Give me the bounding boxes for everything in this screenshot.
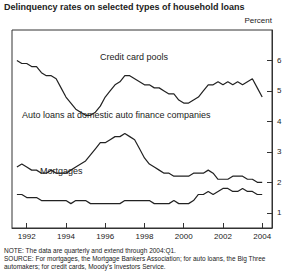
svg-text:2000: 2000 xyxy=(175,232,193,241)
svg-text:Mortgages: Mortgages xyxy=(40,165,83,176)
svg-text:1992: 1992 xyxy=(18,232,36,241)
svg-text:1998: 1998 xyxy=(136,232,154,241)
svg-text:Percent: Percent xyxy=(244,16,272,25)
svg-text:Credit card pools: Credit card pools xyxy=(100,52,169,62)
svg-text:5: 5 xyxy=(277,86,282,95)
svg-text:2002: 2002 xyxy=(214,232,232,241)
svg-text:2004: 2004 xyxy=(253,232,271,241)
svg-text:1996: 1996 xyxy=(96,232,114,241)
svg-text:6: 6 xyxy=(277,56,282,65)
svg-text:automakers; for credit cards,: automakers; for credit cards, Moody's In… xyxy=(4,263,166,271)
svg-text:Auto loans at domestic auto fi: Auto loans at domestic auto finance comp… xyxy=(22,110,211,120)
svg-text:NOTE: The data are quarterly a: NOTE: The data are quarterly and extend … xyxy=(4,247,176,255)
svg-text:Delinquency rates on selected: Delinquency rates on selected types of h… xyxy=(4,2,245,12)
svg-text:1: 1 xyxy=(277,208,282,217)
svg-text:2: 2 xyxy=(277,178,282,187)
svg-text:SOURCE: For mortgages, the Mor: SOURCE: For mortgages, the Mortgage Bank… xyxy=(4,255,267,263)
svg-text:3: 3 xyxy=(277,147,282,156)
svg-text:4: 4 xyxy=(277,117,282,126)
svg-text:1994: 1994 xyxy=(57,232,75,241)
